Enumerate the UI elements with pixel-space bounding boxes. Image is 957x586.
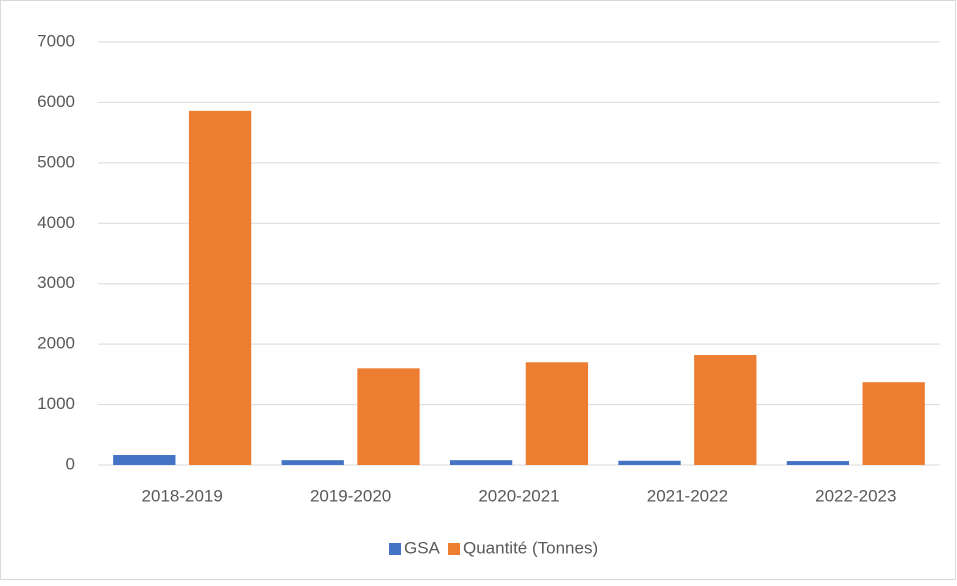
bar (281, 460, 344, 465)
legend-label: Quantité (Tonnes) (463, 538, 598, 557)
bar (449, 460, 513, 465)
bar (862, 382, 925, 465)
x-tick-label: 2020-2021 (478, 486, 559, 505)
legend-swatch (448, 543, 460, 555)
x-tick-label: 2018-2019 (142, 486, 223, 505)
y-tick-label: 4000 (37, 213, 75, 232)
bar (525, 362, 589, 465)
bar (786, 461, 850, 465)
legend-swatch (389, 543, 401, 555)
legend-label: GSA (404, 538, 441, 557)
y-tick-label: 3000 (37, 273, 75, 292)
y-tick-label: 6000 (37, 92, 75, 111)
x-tick-label: 2021-2022 (647, 486, 728, 505)
bar (618, 460, 681, 465)
bar (357, 368, 420, 465)
y-tick-label: 0 (66, 454, 75, 473)
y-tick-label: 5000 (37, 152, 75, 171)
x-tick-label: 2022-2023 (815, 486, 896, 505)
y-tick-label: 2000 (37, 334, 75, 353)
bar (188, 110, 252, 465)
y-tick-label: 1000 (37, 394, 75, 413)
bar (113, 455, 176, 465)
y-tick-label: 7000 (37, 31, 75, 50)
x-tick-label: 2019-2020 (310, 486, 391, 505)
bar (694, 355, 757, 465)
